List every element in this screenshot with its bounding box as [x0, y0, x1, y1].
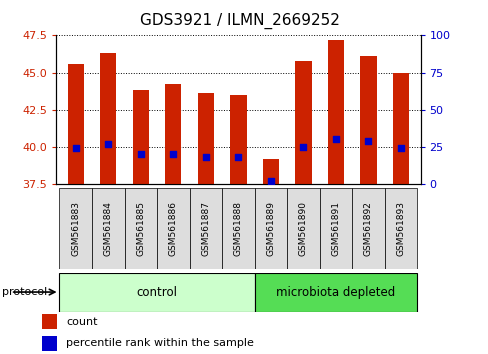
Bar: [60, 188, 92, 269]
Bar: [100, 53, 116, 184]
Text: GSM561883: GSM561883: [71, 201, 80, 256]
Text: GSM561893: GSM561893: [396, 201, 405, 256]
Point: [331, 137, 339, 142]
Bar: [392, 73, 408, 184]
Point: [72, 145, 80, 151]
Bar: [384, 188, 416, 269]
Text: percentile rank within the sample: percentile rank within the sample: [66, 338, 254, 348]
Text: GSM561884: GSM561884: [103, 201, 113, 256]
Bar: [319, 188, 351, 269]
Bar: [92, 188, 124, 269]
Bar: [132, 90, 149, 184]
Text: GSM561891: GSM561891: [331, 201, 340, 256]
Text: control: control: [136, 286, 177, 298]
Point: [396, 145, 404, 151]
Text: GSM561887: GSM561887: [201, 201, 210, 256]
Text: GSM561890: GSM561890: [298, 201, 307, 256]
Point: [299, 144, 307, 150]
Point: [234, 154, 242, 160]
Bar: [254, 273, 416, 312]
Text: GDS3921 / ILMN_2669252: GDS3921 / ILMN_2669252: [140, 12, 339, 29]
Text: GSM561886: GSM561886: [168, 201, 178, 256]
Text: microbiota depleted: microbiota depleted: [276, 286, 395, 298]
Bar: [197, 93, 214, 184]
Point: [266, 178, 274, 184]
Bar: [124, 188, 157, 269]
Point: [364, 138, 372, 144]
Text: GSM561888: GSM561888: [233, 201, 243, 256]
Bar: [157, 188, 189, 269]
Bar: [165, 85, 181, 184]
Bar: [286, 188, 319, 269]
Bar: [295, 61, 311, 184]
Bar: [327, 40, 344, 184]
Point: [104, 141, 112, 147]
Bar: [262, 159, 279, 184]
Bar: [230, 95, 246, 184]
Bar: [189, 188, 222, 269]
Bar: [41, 336, 57, 350]
Text: GSM561885: GSM561885: [136, 201, 145, 256]
Text: count: count: [66, 317, 98, 327]
Point: [169, 152, 177, 157]
Bar: [60, 273, 254, 312]
Point: [202, 154, 209, 160]
Text: GSM561892: GSM561892: [363, 201, 372, 256]
Bar: [41, 314, 57, 329]
Bar: [222, 188, 254, 269]
Point: [137, 152, 144, 157]
Bar: [67, 64, 84, 184]
Text: protocol: protocol: [2, 287, 48, 297]
Bar: [254, 188, 286, 269]
Text: GSM561889: GSM561889: [266, 201, 275, 256]
Bar: [360, 56, 376, 184]
Bar: [351, 188, 384, 269]
